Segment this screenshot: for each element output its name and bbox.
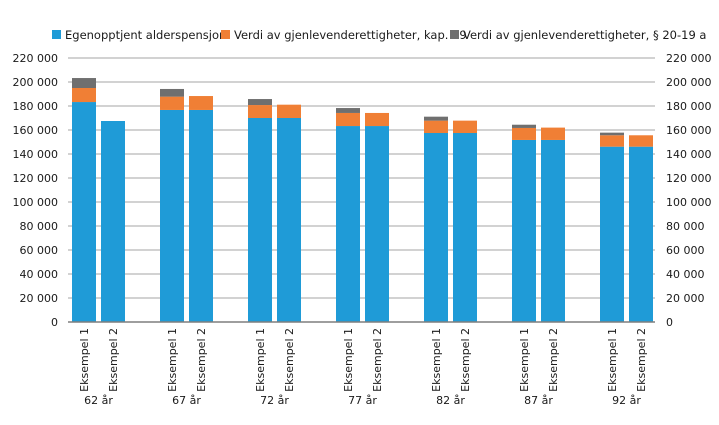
bar-segment-orange — [189, 96, 213, 110]
y-tick-label-left: 40 000 — [20, 268, 59, 281]
bar-segment-blue — [336, 126, 360, 322]
x-group-label: 82 år — [436, 394, 465, 407]
bar-segment-gray — [424, 116, 448, 121]
bar-segment-gray — [600, 132, 624, 136]
bar-segment-blue — [365, 126, 389, 322]
x-subcategory-label: Eksempel 1 — [78, 328, 91, 392]
x-subcategory-label: Eksempel 2 — [371, 328, 384, 392]
axis-labels: 0 0 20 000 20 000 40 000 40 000 60 000 60 000 80… — [13, 52, 712, 407]
y-tick-label-right: 140 000 — [666, 148, 712, 161]
x-group-label: 62 år — [84, 394, 113, 407]
bar-segment-gray — [160, 88, 184, 97]
x-subcategory-label: Eksempel 1 — [430, 328, 443, 392]
x-subcategory-label: Eksempel 2 — [195, 328, 208, 392]
y-tick-label-right: 60 000 — [666, 244, 705, 257]
bar-segment-blue — [424, 133, 448, 322]
x-subcategory-label: Eksempel 1 — [166, 328, 179, 392]
legend-swatch — [450, 30, 459, 39]
y-tick-label-right: 160 000 — [666, 124, 712, 137]
x-subcategory-label: Eksempel 2 — [459, 328, 472, 392]
y-tick-label-left: 60 000 — [20, 244, 59, 257]
y-tick-label-left: 220 000 — [13, 52, 59, 65]
bar-segment-orange — [512, 127, 536, 140]
x-group-label: 87 år — [524, 394, 553, 407]
gridlines — [68, 57, 655, 299]
x-subcategory-label: Eksempel 1 — [606, 328, 619, 392]
y-tick-label-left: 200 000 — [13, 76, 59, 89]
bar-segment-gray — [72, 78, 96, 88]
bar-segment-blue — [248, 118, 272, 322]
bar-segment-orange — [336, 112, 360, 127]
y-tick-label-right: 80 000 — [666, 220, 705, 233]
bar-segment-orange — [72, 88, 96, 103]
bar-segment-orange — [248, 105, 272, 118]
y-tick-label-left: 20 000 — [20, 292, 59, 305]
x-group-label: 92 år — [612, 394, 641, 407]
x-subcategory-label: Eksempel 2 — [635, 328, 648, 392]
bar-segment-blue — [189, 109, 213, 323]
legend-swatch — [221, 30, 230, 39]
y-tick-label-right: 0 — [666, 316, 673, 329]
bar-segment-blue — [629, 146, 653, 322]
y-tick-label-right: 40 000 — [666, 268, 705, 281]
x-group-label: 77 år — [348, 394, 377, 407]
y-tick-label-left: 160 000 — [13, 124, 59, 137]
bar-segment-orange — [453, 120, 477, 133]
y-tick-label-left: 140 000 — [13, 148, 59, 161]
x-subcategory-label: Eksempel 2 — [107, 328, 120, 392]
y-tick-label-right: 100 000 — [666, 196, 712, 209]
legend: Egenopptjent alderspensjon Verdi av gjenl… — [52, 28, 706, 42]
x-subcategory-label: Eksempel 1 — [254, 328, 267, 392]
bar-segment-blue — [600, 146, 624, 322]
legend-label: Egenopptjent alderspensjon — [65, 28, 226, 42]
bar-segment-orange — [600, 135, 624, 147]
bar-segment-blue — [277, 118, 301, 322]
y-tick-label-right: 200 000 — [666, 76, 712, 89]
bars — [72, 78, 653, 323]
bar-segment-orange — [629, 135, 653, 147]
y-tick-label-left: 80 000 — [20, 220, 59, 233]
x-subcategory-label: Eksempel 2 — [547, 328, 560, 392]
legend-swatch — [52, 30, 61, 39]
bar-segment-gray — [336, 108, 360, 113]
x-subcategory-label: Eksempel 2 — [283, 328, 296, 392]
y-tick-label-left: 180 000 — [13, 100, 59, 113]
bar-segment-gray — [248, 99, 272, 106]
bar-segment-orange — [277, 104, 301, 118]
bar-segment-gray — [512, 124, 536, 128]
bar-segment-blue — [160, 109, 184, 323]
bar-segment-blue — [101, 121, 125, 322]
x-subcategory-label: Eksempel 1 — [342, 328, 355, 392]
y-tick-label-left: 0 — [51, 316, 58, 329]
bar-segment-blue — [72, 102, 96, 322]
bar-segment-blue — [453, 133, 477, 322]
bar-segment-orange — [365, 112, 389, 127]
y-tick-label-right: 20 000 — [666, 292, 705, 305]
y-tick-label-right: 180 000 — [666, 100, 712, 113]
legend-label: Verdi av gjenlevenderettigheter, kap. 19 — [234, 28, 467, 42]
bar-segment-blue — [512, 139, 536, 322]
bar-segment-orange — [424, 120, 448, 133]
x-group-label: 67 år — [172, 394, 201, 407]
y-tick-label-right: 220 000 — [666, 52, 712, 65]
x-subcategory-label: Eksempel 1 — [518, 328, 531, 392]
y-tick-label-left: 100 000 — [13, 196, 59, 209]
bar-segment-blue — [541, 139, 565, 322]
bar-segment-orange — [541, 127, 565, 140]
y-tick-label-left: 120 000 — [13, 172, 59, 185]
y-tick-label-right: 120 000 — [666, 172, 712, 185]
bar-segment-orange — [160, 96, 184, 110]
legend-label: Verdi av gjenlevenderettigheter, § 20-19… — [463, 28, 706, 42]
x-group-label: 72 år — [260, 394, 289, 407]
